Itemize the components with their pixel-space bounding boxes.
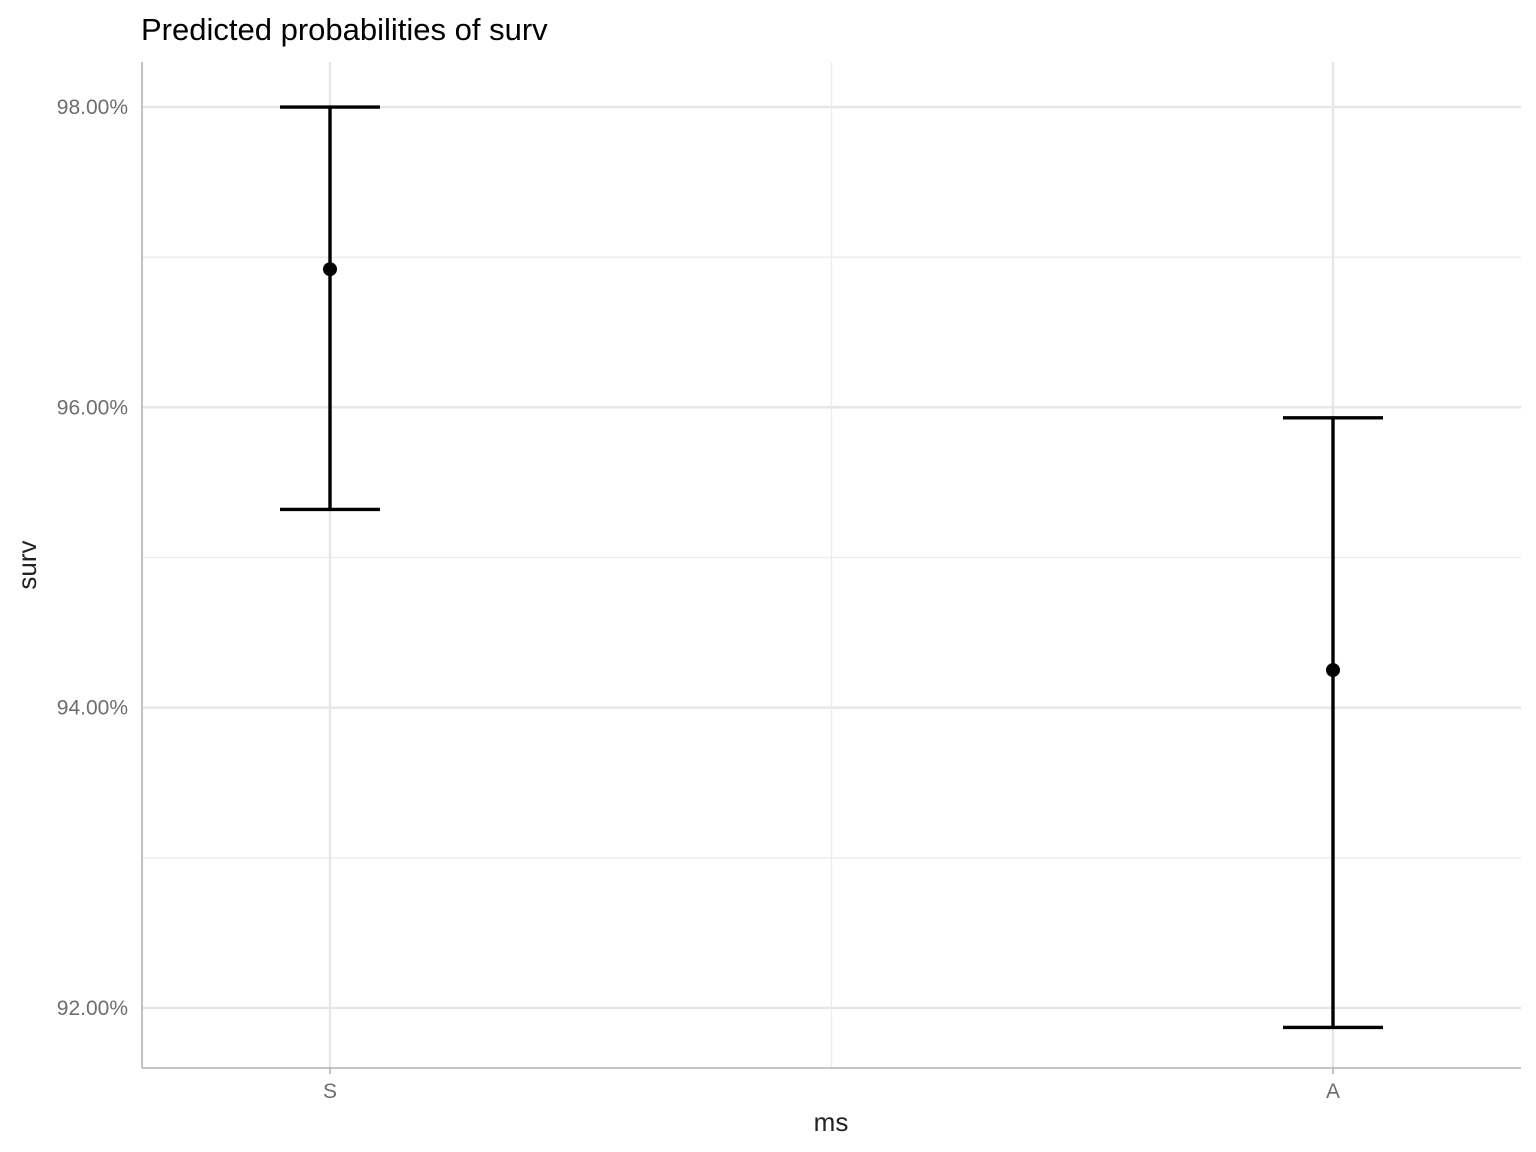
estimate-S <box>280 105 380 512</box>
chart-title: Predicted probabilities of surv <box>141 12 548 47</box>
axes <box>141 62 1521 1069</box>
point-estimate-S <box>323 262 337 277</box>
series-estimates <box>280 105 1383 1030</box>
y-tick-label: 96.00% <box>57 396 128 419</box>
point-estimate-A <box>1326 663 1340 678</box>
x-axis-title: ms <box>814 1107 849 1137</box>
x-tick-label-A: A <box>1326 1080 1340 1103</box>
estimate-A <box>1283 416 1383 1030</box>
x-tick-label-S: S <box>323 1080 337 1103</box>
y-axis-ticks: 92.00% 94.00% 96.00% 98.00% <box>57 96 128 1020</box>
y-tick-label: 98.00% <box>57 96 128 119</box>
y-axis-title: surv <box>12 540 42 589</box>
y-tick-label: 94.00% <box>57 697 128 720</box>
y-tick-label: 92.00% <box>57 997 128 1020</box>
